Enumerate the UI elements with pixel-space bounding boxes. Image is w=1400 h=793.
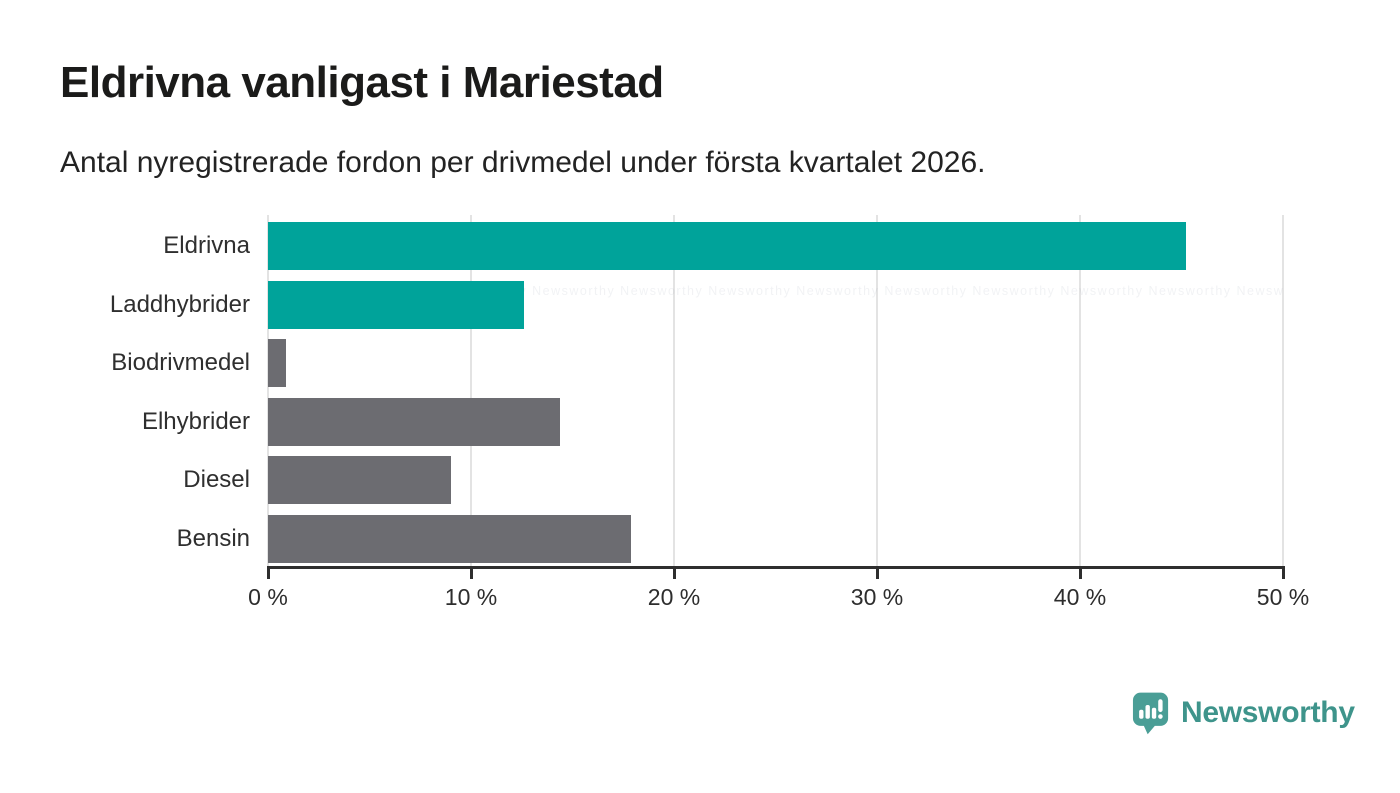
- bar-bensin: [268, 514, 632, 563]
- axis-tick-10: [470, 566, 473, 579]
- axis-tick-label: 0 %: [248, 584, 288, 610]
- x-axis-line: [268, 566, 1285, 569]
- gridline-50: [1282, 215, 1284, 566]
- axis-tick-label: 10 %: [444, 584, 498, 610]
- category-label-elhybrider: Elhybrider: [141, 407, 250, 435]
- gridline-40: [1079, 215, 1081, 566]
- newsworthy-logo[interactable]: Newsworthy: [1132, 690, 1355, 736]
- bar-diesel: [268, 456, 451, 504]
- axis-tick-0: [267, 566, 270, 579]
- category-label-eldrivna: Eldrivna: [163, 232, 250, 259]
- category-label-laddhybrider: Laddhybrider: [109, 290, 250, 318]
- category-label-bensin: Bensin: [176, 524, 250, 552]
- gridline-10: [470, 215, 472, 566]
- axis-tick-label: 50 %: [1256, 584, 1310, 610]
- axis-tick-30: [876, 566, 879, 579]
- bar-biodrivmedel: [268, 339, 287, 387]
- axis-tick-20: [673, 566, 676, 579]
- gridline-20: [673, 215, 675, 566]
- gridline-30: [876, 215, 878, 566]
- bar-elhybrider: [268, 397, 561, 446]
- axis-tick-label: 30 %: [850, 584, 904, 610]
- gridline-0: [267, 215, 269, 566]
- category-label-biodrivmedel: Biodrivmedel: [111, 349, 250, 376]
- bar-eldrivna: [268, 222, 1186, 270]
- axis-tick-label: 20 %: [647, 584, 701, 610]
- chart-subtitle: Antal nyregistrerade fordon per drivmede…: [60, 146, 986, 179]
- axis-tick-40: [1079, 566, 1082, 579]
- newsworthy-logo-text: Newsworthy: [1181, 696, 1355, 729]
- bar-laddhybrider: [268, 280, 524, 329]
- axis-tick-50: [1282, 566, 1285, 579]
- axis-tick-label: 40 %: [1053, 584, 1107, 610]
- chart-title: Eldrivna vanligast i Mariestad: [60, 58, 664, 107]
- category-label-diesel: Diesel: [183, 466, 250, 493]
- newsworthy-logo-icon: [1132, 692, 1169, 734]
